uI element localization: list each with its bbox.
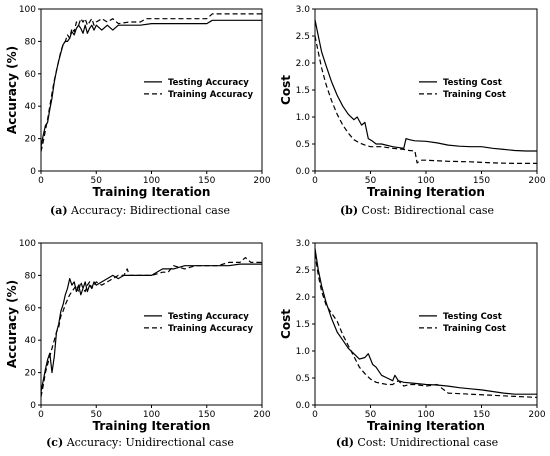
x-tick-label: 100 (417, 176, 434, 186)
legend-label: Training Cost (443, 90, 506, 100)
y-tick-label: 0.5 (296, 140, 310, 150)
caption-tag: (b) (339, 204, 359, 217)
y-axis-label: Cost (279, 75, 293, 105)
chart-panel-4: 0 50 100 150 200 0.0 0.5 1.0 1.5 2.0 2.5 3.0 Trainin… (279, 239, 546, 433)
y-tick-label: 3.0 (296, 239, 311, 249)
caption-text: Accuracy: Bidirectional case (71, 204, 230, 217)
series-line-training (314, 35, 537, 164)
y-tick-label: 0.0 (296, 167, 311, 177)
legend-label: Testing Cost (443, 78, 502, 88)
y-tick-label: 1.0 (296, 113, 311, 123)
x-axis-label: Training Iteration (367, 185, 485, 199)
caption-text: Cost: Unidirectional case (357, 436, 499, 449)
y-tick-label: 40 (25, 102, 37, 112)
legend-label: Training Accuracy (168, 90, 253, 100)
y-tick-label: 100 (19, 239, 36, 249)
x-tick-label: 200 (528, 410, 545, 420)
y-tick-label: 80 (25, 37, 37, 47)
caption-tag: (d) (335, 436, 354, 449)
x-tick-label: 150 (198, 176, 215, 186)
y-tick-label: 2.0 (296, 293, 311, 303)
x-tick-label: 200 (253, 176, 270, 186)
x-tick-label: 100 (143, 410, 160, 420)
y-tick-label: 60 (25, 70, 37, 80)
x-axis-label: Training Iteration (93, 185, 211, 199)
y-tick-label: 0.5 (296, 374, 310, 384)
x-axis-label: Training Iteration (367, 419, 485, 433)
caption-a: (a) Accuracy: Bidirectional case (20, 204, 260, 217)
x-tick-label: 0 (38, 176, 44, 186)
y-tick-label: 60 (25, 304, 37, 314)
x-tick-label: 150 (473, 410, 490, 420)
y-axis-label: Cost (279, 309, 293, 339)
y-tick-label: 20 (25, 135, 37, 145)
y-tick-label: 20 (25, 369, 37, 379)
y-tick-label: 80 (25, 271, 37, 281)
caption-d: (d) Cost: Unidirectional case (292, 436, 542, 449)
series-line-testing (314, 19, 537, 152)
y-tick-label: 100 (19, 5, 36, 15)
y-axis-label: Accuracy (%) (5, 46, 19, 134)
y-tick-label: 2.5 (296, 266, 310, 276)
caption-tag: (a) (50, 204, 68, 217)
x-tick-label: 50 (91, 176, 103, 186)
y-tick-label: 0 (30, 167, 36, 177)
legend-label: Training Cost (443, 324, 506, 334)
legend-label: Testing Cost (443, 312, 502, 322)
x-tick-label: 200 (528, 176, 545, 186)
legend-label: Testing Accuracy (168, 312, 249, 322)
series-line-training (40, 13, 262, 152)
series-line-training (314, 253, 538, 398)
caption-tag: (c) (46, 436, 64, 449)
x-tick-label: 100 (143, 176, 160, 186)
y-tick-label: 1.5 (296, 320, 310, 330)
caption-text: Cost: Bidirectional case (361, 204, 495, 217)
caption-text: Accuracy: Unidirectional case (66, 436, 234, 449)
x-tick-label: 50 (91, 410, 103, 420)
y-tick-label: 2.0 (296, 59, 311, 69)
y-tick-label: 2.5 (296, 32, 310, 42)
x-tick-label: 100 (417, 410, 434, 420)
y-axis-label: Accuracy (%) (5, 280, 19, 368)
caption-c: (c) Accuracy: Unidirectional case (20, 436, 260, 449)
x-tick-label: 200 (253, 410, 270, 420)
y-tick-label: 0.0 (296, 401, 311, 411)
x-tick-label: 50 (365, 410, 377, 420)
legend-label: Training Accuracy (168, 324, 253, 334)
x-tick-label: 0 (38, 410, 44, 420)
x-tick-label: 150 (473, 176, 490, 186)
caption-b: (b) Cost: Bidirectional case (292, 204, 542, 217)
y-tick-label: 1.0 (296, 347, 311, 357)
series-line-testing (314, 248, 537, 395)
x-tick-label: 0 (312, 176, 318, 186)
x-axis-label: Training Iteration (93, 419, 211, 433)
legend-label: Testing Accuracy (168, 78, 249, 88)
x-tick-label: 0 (312, 410, 318, 420)
y-tick-label: 1.5 (296, 86, 310, 96)
y-tick-label: 0 (30, 401, 36, 411)
y-tick-label: 40 (25, 336, 37, 346)
x-tick-label: 50 (365, 176, 377, 186)
y-tick-label: 3.0 (296, 5, 311, 15)
x-tick-label: 150 (198, 410, 215, 420)
chart-panel-2: 0 50 100 150 200 0.0 0.5 1.0 1.5 2.0 2.5 3.0 Trainin… (279, 5, 546, 199)
